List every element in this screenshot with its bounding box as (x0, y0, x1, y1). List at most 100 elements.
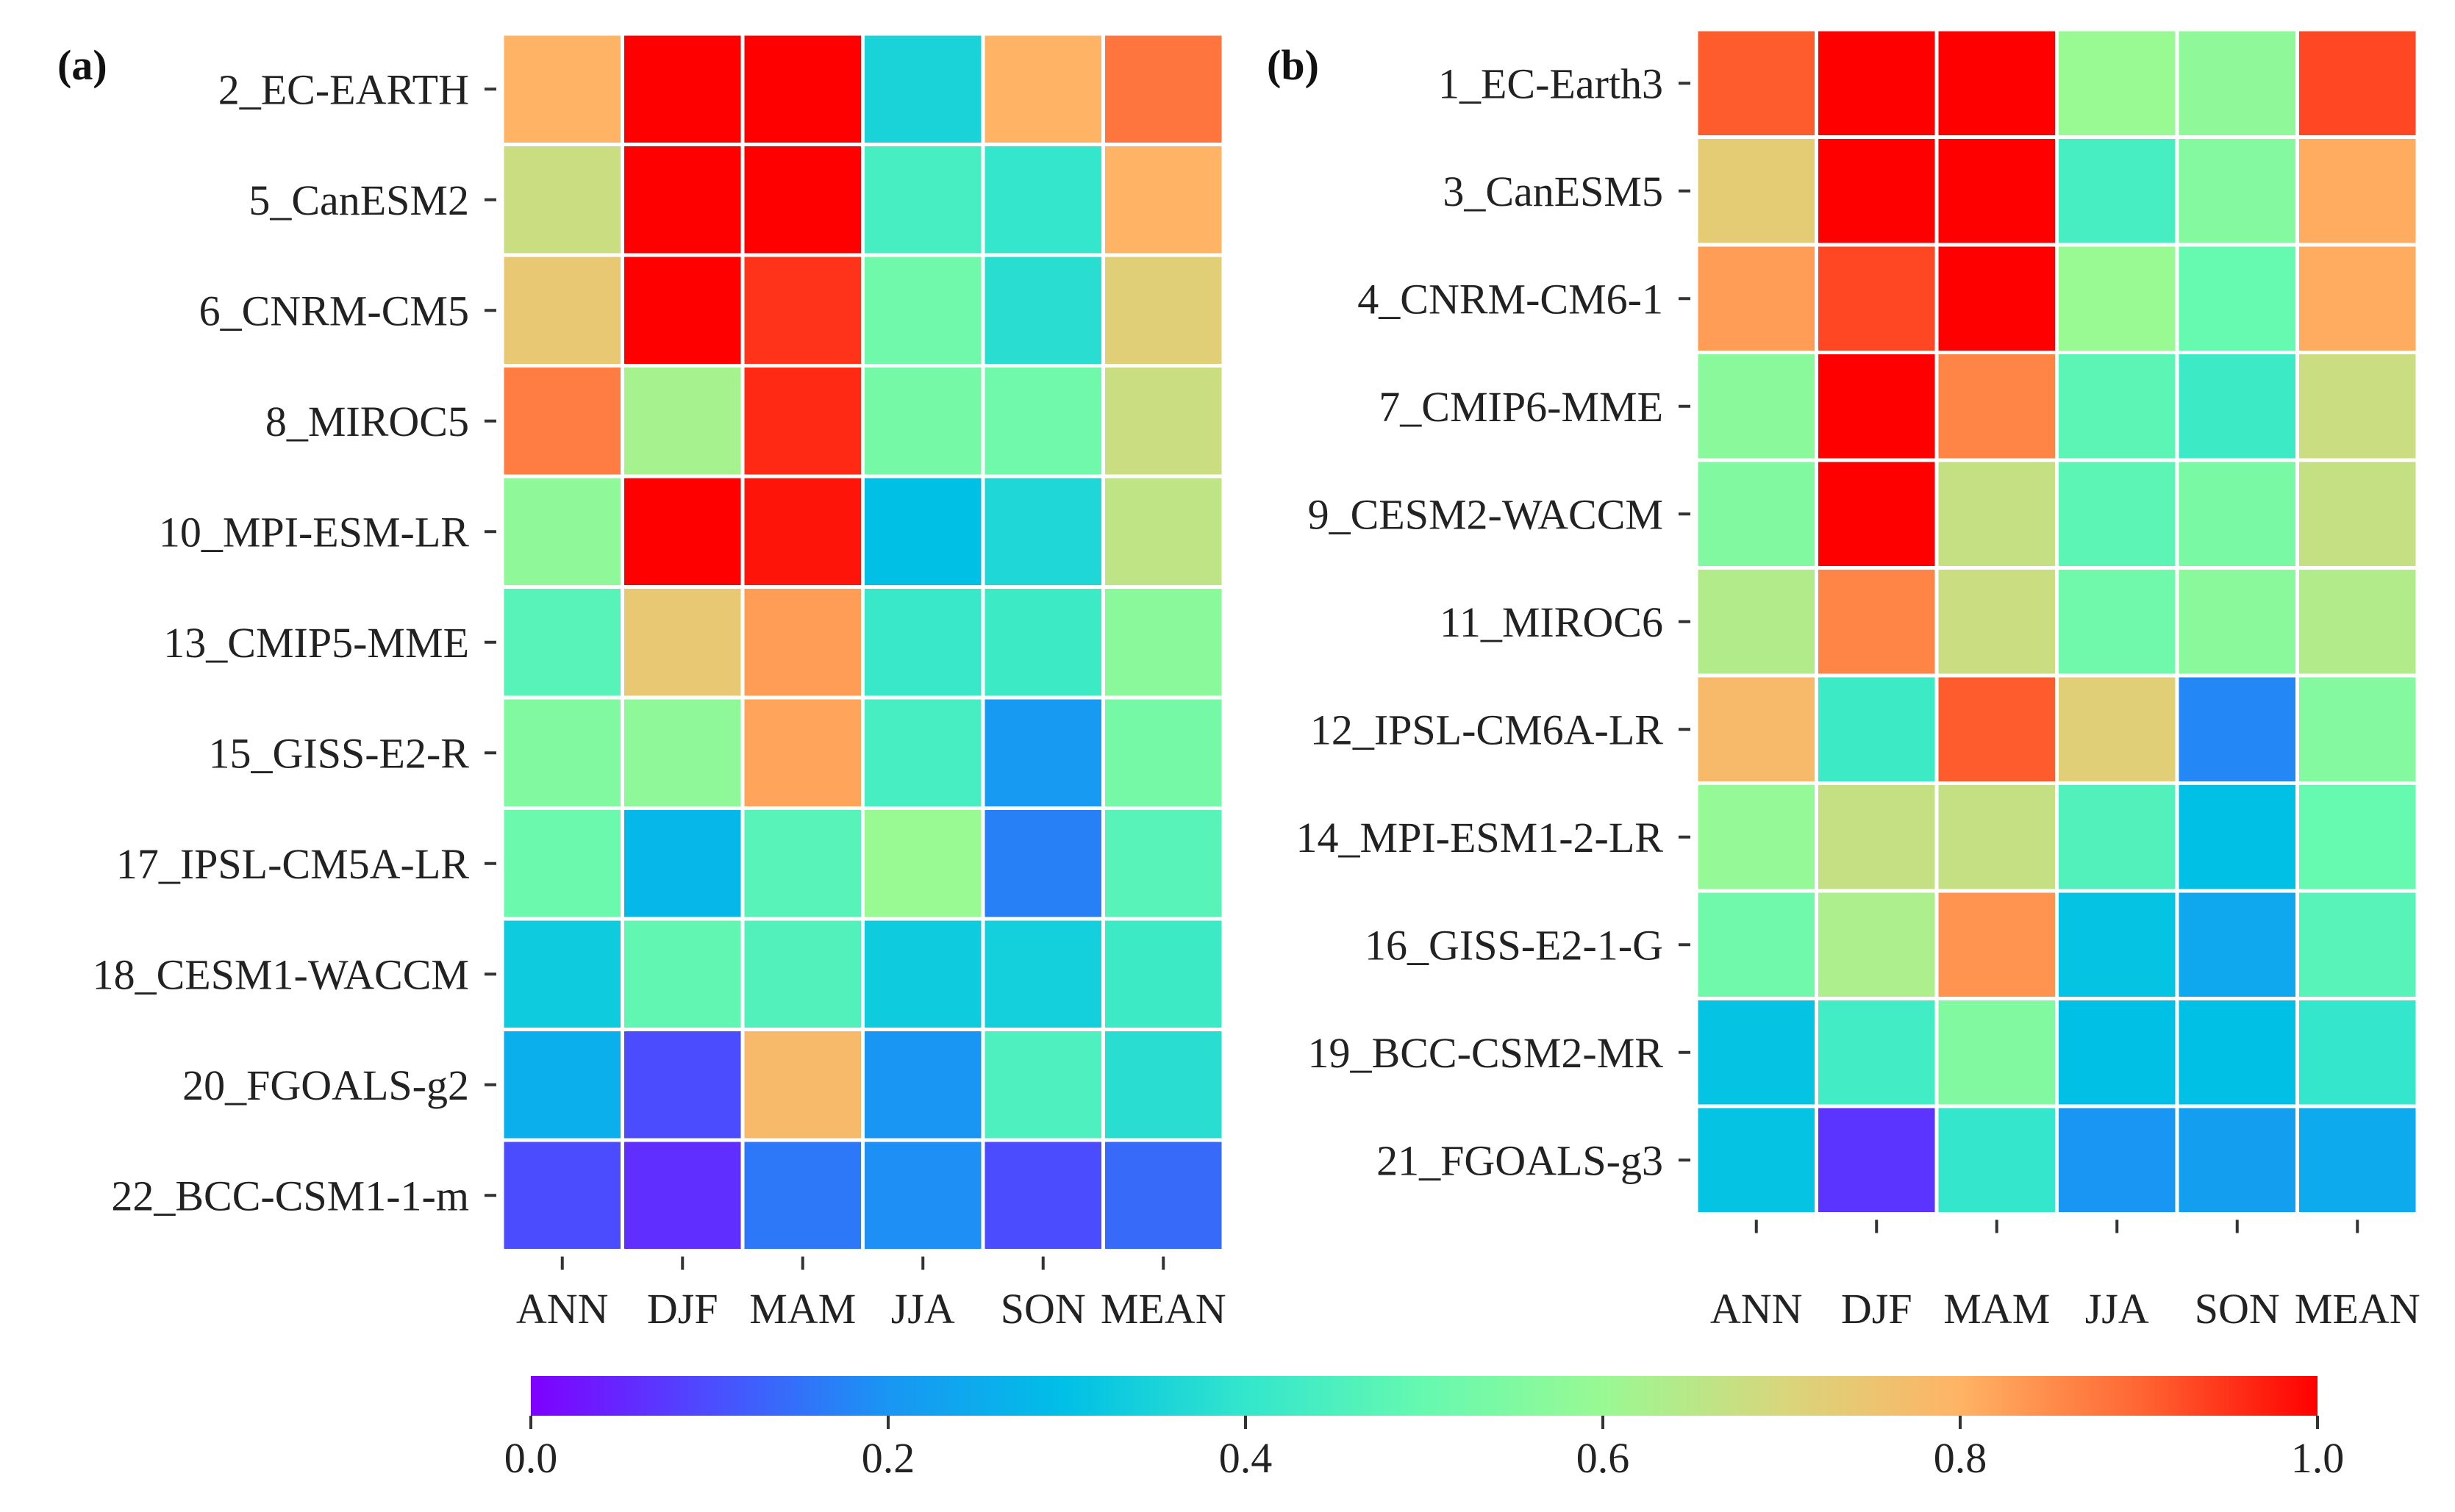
heatmap-cell-a-6-3 (865, 699, 982, 806)
heatmap-cell-a-3-3 (865, 368, 982, 475)
heatmap-cell-a-6-0 (504, 699, 621, 806)
row-label-b-7: 14_MPI-ESM1-2-LR (1296, 814, 1664, 861)
heatmap-cell-b-0-0 (1698, 31, 1815, 135)
row-label-a-4: 10_MPI-ESM-LR (159, 508, 469, 556)
colorbar-tick-label-4: 0.8 (1934, 1434, 1987, 1482)
heatmap-cell-a-6-4 (984, 699, 1101, 806)
heatmap-cell-b-9-0 (1698, 1000, 1815, 1105)
column-label-a-5: MEAN (1101, 1285, 1226, 1333)
heatmap-cell-a-0-1 (624, 35, 741, 143)
row-label-a-2: 6_CNRM-CM5 (199, 287, 469, 334)
heatmap-cell-b-6-4 (2179, 677, 2295, 781)
row-labels-a: 2_EC-EARTH 5_CanESM2 6_CNRM-CM5 8_MIROC5 10_… (93, 65, 496, 1219)
heatmap-cell-a-7-1 (624, 810, 741, 917)
heatmap-cell-a-10-2 (744, 1142, 861, 1249)
heatmap-cell-b-10-2 (1938, 1108, 2055, 1212)
heatmap-panel-b: (b) 1_EC-Earth3 3_CanESM5 4_CNRM-CM6-1 7_CM… (1267, 31, 2420, 1333)
heatmap-cell-b-0-2 (1938, 31, 2055, 135)
heatmap-cell-a-6-1 (624, 699, 741, 806)
heatmap-cell-a-4-0 (504, 478, 621, 585)
heatmap-cell-b-2-0 (1698, 246, 1815, 351)
row-label-b-0: 1_EC-Earth3 (1438, 60, 1663, 107)
heatmap-cell-a-6-5 (1105, 699, 1222, 806)
heatmap-cell-b-2-5 (2299, 246, 2416, 351)
heatmap-cell-b-4-5 (2299, 462, 2416, 566)
row-label-a-8: 18_CESM1-WACCM (93, 950, 469, 998)
heatmap-cell-b-8-3 (2059, 892, 2176, 997)
heatmap-cell-b-0-5 (2299, 31, 2416, 135)
column-label-a-3: JJA (891, 1285, 955, 1333)
heatmap-cell-b-2-3 (2059, 246, 2176, 351)
heatmap-cell-b-3-2 (1938, 354, 2055, 459)
heatmap-cell-a-2-0 (504, 257, 621, 364)
heatmap-cell-b-1-1 (1818, 139, 1935, 243)
heatmap-cell-a-1-4 (984, 146, 1101, 254)
heatmap-cell-b-8-1 (1818, 892, 1935, 997)
colorbar-tick-label-5: 1.0 (2291, 1434, 2345, 1482)
heatmap-cell-b-9-3 (2059, 1000, 2176, 1105)
heatmap-cell-b-5-2 (1938, 570, 2055, 674)
column-label-b-5: MEAN (2295, 1285, 2420, 1333)
heatmap-cell-b-10-1 (1818, 1108, 1935, 1212)
heatmap-cell-a-10-5 (1105, 1142, 1222, 1249)
row-label-a-3: 8_MIROC5 (265, 398, 469, 445)
heatmap-cell-b-4-1 (1818, 462, 1935, 566)
row-label-a-6: 15_GISS-E2-R (209, 729, 470, 777)
heatmap-cell-a-5-2 (744, 589, 861, 696)
row-label-b-5: 11_MIROC6 (1440, 598, 1663, 646)
heatmap-cell-b-1-5 (2299, 139, 2416, 243)
heatmap-cell-b-7-0 (1698, 785, 1815, 889)
heatmap-cell-a-2-2 (744, 257, 861, 364)
heatmap-cell-a-1-5 (1105, 146, 1222, 254)
heatmap-cell-b-1-2 (1938, 139, 2055, 243)
heatmap-cell-a-5-0 (504, 589, 621, 696)
heatmap-cell-a-10-0 (504, 1142, 621, 1249)
heatmap-cell-b-5-5 (2299, 570, 2416, 674)
heatmap-cell-a-3-2 (744, 368, 861, 475)
row-labels-b: 1_EC-Earth3 3_CanESM5 4_CNRM-CM6-1 7_CMIP6-… (1296, 60, 1690, 1184)
heatmap-cell-a-1-1 (624, 146, 741, 254)
heatmap-cell-b-1-4 (2179, 139, 2295, 243)
heatmap-cell-b-2-4 (2179, 246, 2295, 351)
row-label-b-8: 16_GISS-E2-1-G (1365, 921, 1663, 969)
heatmap-cell-a-9-5 (1105, 1031, 1222, 1139)
heatmap-cell-b-2-1 (1818, 246, 1935, 351)
heatmap-cell-a-8-5 (1105, 920, 1222, 1028)
heatmap-cell-a-4-4 (984, 478, 1101, 585)
colorbar-tick-label-3: 0.6 (1576, 1434, 1630, 1482)
heatmap-cell-a-1-2 (744, 146, 861, 254)
column-label-b-1: DJF (1841, 1285, 1912, 1333)
heatmap-cell-b-9-4 (2179, 1000, 2295, 1105)
heatmap-cell-b-0-4 (2179, 31, 2295, 135)
column-label-a-4: SON (1001, 1285, 1086, 1333)
heatmap-cells-b (1698, 31, 2416, 1212)
heatmap-cell-a-4-2 (744, 478, 861, 585)
heatmap-cell-a-8-3 (865, 920, 982, 1028)
heatmap-cell-b-6-5 (2299, 677, 2416, 781)
heatmap-cell-b-9-1 (1818, 1000, 1935, 1105)
row-label-b-10: 21_FGOALS-g3 (1376, 1136, 1663, 1184)
heatmap-cell-b-4-0 (1698, 462, 1815, 566)
heatmap-cell-b-6-3 (2059, 677, 2176, 781)
heatmap-cell-a-4-1 (624, 478, 741, 585)
row-label-a-9: 20_FGOALS-g2 (182, 1061, 469, 1109)
heatmap-cell-a-9-0 (504, 1031, 621, 1139)
column-label-b-0: ANN (1710, 1285, 1803, 1333)
colorbar-gradient (531, 1376, 2318, 1416)
heatmap-cell-b-5-3 (2059, 570, 2176, 674)
heatmap-cell-a-0-4 (984, 35, 1101, 143)
heatmap-cell-b-1-0 (1698, 139, 1815, 243)
row-label-a-0: 2_EC-EARTH (218, 65, 469, 113)
heatmap-cell-b-7-4 (2179, 785, 2295, 889)
heatmap-cell-a-10-3 (865, 1142, 982, 1249)
heatmap-cell-a-9-1 (624, 1031, 741, 1139)
heatmap-cell-b-5-4 (2179, 570, 2295, 674)
heatmap-cell-b-0-3 (2059, 31, 2176, 135)
heatmap-cell-b-6-1 (1818, 677, 1935, 781)
heatmap-cell-b-4-3 (2059, 462, 2176, 566)
heatmap-cell-a-8-0 (504, 920, 621, 1028)
row-label-b-3: 7_CMIP6-MME (1379, 383, 1663, 431)
heatmap-cell-a-2-3 (865, 257, 982, 364)
heatmap-cell-b-9-2 (1938, 1000, 2055, 1105)
heatmap-cell-b-3-0 (1698, 354, 1815, 459)
